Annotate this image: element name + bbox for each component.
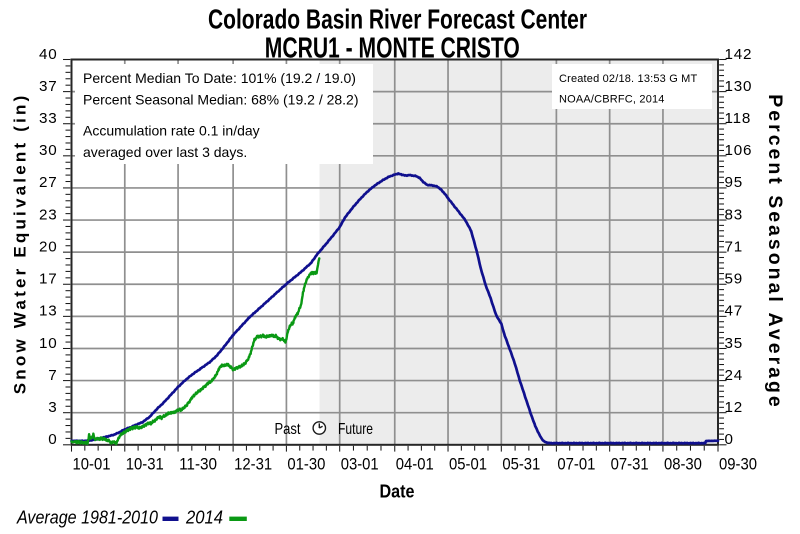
svg-text:47: 47 — [725, 303, 744, 320]
svg-text:10: 10 — [39, 335, 58, 352]
svg-text:35: 35 — [725, 335, 744, 352]
svg-text:3: 3 — [48, 399, 57, 416]
svg-text:Date: Date — [380, 480, 415, 501]
svg-text:12-31: 12-31 — [234, 456, 272, 474]
svg-text:Colorado Basin River Forecast: Colorado Basin River Forecast Center — [208, 3, 587, 34]
svg-text:Percent Seasonal Average: Percent Seasonal Average — [764, 94, 786, 410]
svg-text:37: 37 — [39, 78, 58, 95]
svg-text:08-30: 08-30 — [664, 456, 702, 474]
svg-text:0: 0 — [725, 431, 734, 448]
svg-text:NOAA/CBRFC, 2014: NOAA/CBRFC, 2014 — [559, 94, 665, 106]
svg-text:12: 12 — [725, 399, 744, 416]
svg-text:23: 23 — [39, 206, 58, 223]
svg-text:20: 20 — [39, 238, 58, 255]
svg-text:0: 0 — [48, 431, 57, 448]
svg-text:83: 83 — [725, 206, 744, 223]
svg-text:07-31: 07-31 — [611, 456, 649, 474]
svg-text:Percent Median To Date: 101% (: Percent Median To Date: 101% (19.2 / 19.… — [83, 70, 356, 86]
svg-text:130: 130 — [725, 78, 753, 95]
svg-text:Snow Water Equivalent (in): Snow Water Equivalent (in) — [11, 93, 30, 395]
svg-text:24: 24 — [725, 367, 744, 384]
svg-text:Future: Future — [338, 421, 373, 438]
svg-text:106: 106 — [725, 142, 753, 159]
svg-text:05-01: 05-01 — [449, 456, 487, 474]
svg-text:MCRU1 - MONTE CRISTO: MCRU1 - MONTE CRISTO — [265, 32, 520, 64]
svg-text:03-01: 03-01 — [341, 456, 379, 474]
svg-text:05-31: 05-31 — [502, 456, 540, 474]
svg-text:59: 59 — [725, 271, 744, 288]
svg-text:13: 13 — [39, 303, 58, 320]
svg-text:142: 142 — [725, 46, 753, 63]
svg-text:04-01: 04-01 — [396, 456, 434, 474]
svg-text:Accumulation rate 0.1 in/day: Accumulation rate 0.1 in/day — [83, 123, 260, 139]
svg-text:30: 30 — [39, 142, 58, 159]
svg-text:118: 118 — [725, 110, 752, 127]
svg-text:09-30: 09-30 — [719, 456, 757, 474]
svg-text:Past: Past — [275, 421, 301, 438]
svg-text:95: 95 — [725, 174, 744, 191]
svg-text:71: 71 — [725, 238, 744, 255]
svg-text:07-01: 07-01 — [557, 456, 595, 474]
svg-text:7: 7 — [48, 367, 57, 384]
svg-text:10-31: 10-31 — [126, 456, 164, 474]
svg-text:averaged over last 3 days.: averaged over last 3 days. — [83, 144, 247, 160]
svg-text:40: 40 — [39, 46, 58, 63]
svg-text:01-30: 01-30 — [287, 456, 325, 474]
svg-text:Average 1981-2010: Average 1981-2010 — [16, 508, 158, 528]
svg-text:11-30: 11-30 — [179, 456, 217, 474]
svg-text:33: 33 — [39, 110, 58, 127]
svg-text:Created 02/18. 13:53 G MT: Created 02/18. 13:53 G MT — [559, 73, 698, 85]
svg-text:Percent Seasonal Median: 68% (: Percent Seasonal Median: 68% (19.2 / 28.… — [83, 92, 359, 108]
svg-text:27: 27 — [39, 174, 58, 191]
svg-text:17: 17 — [39, 271, 58, 288]
svg-text:2014: 2014 — [185, 508, 223, 528]
svg-text:10-01: 10-01 — [73, 456, 111, 474]
